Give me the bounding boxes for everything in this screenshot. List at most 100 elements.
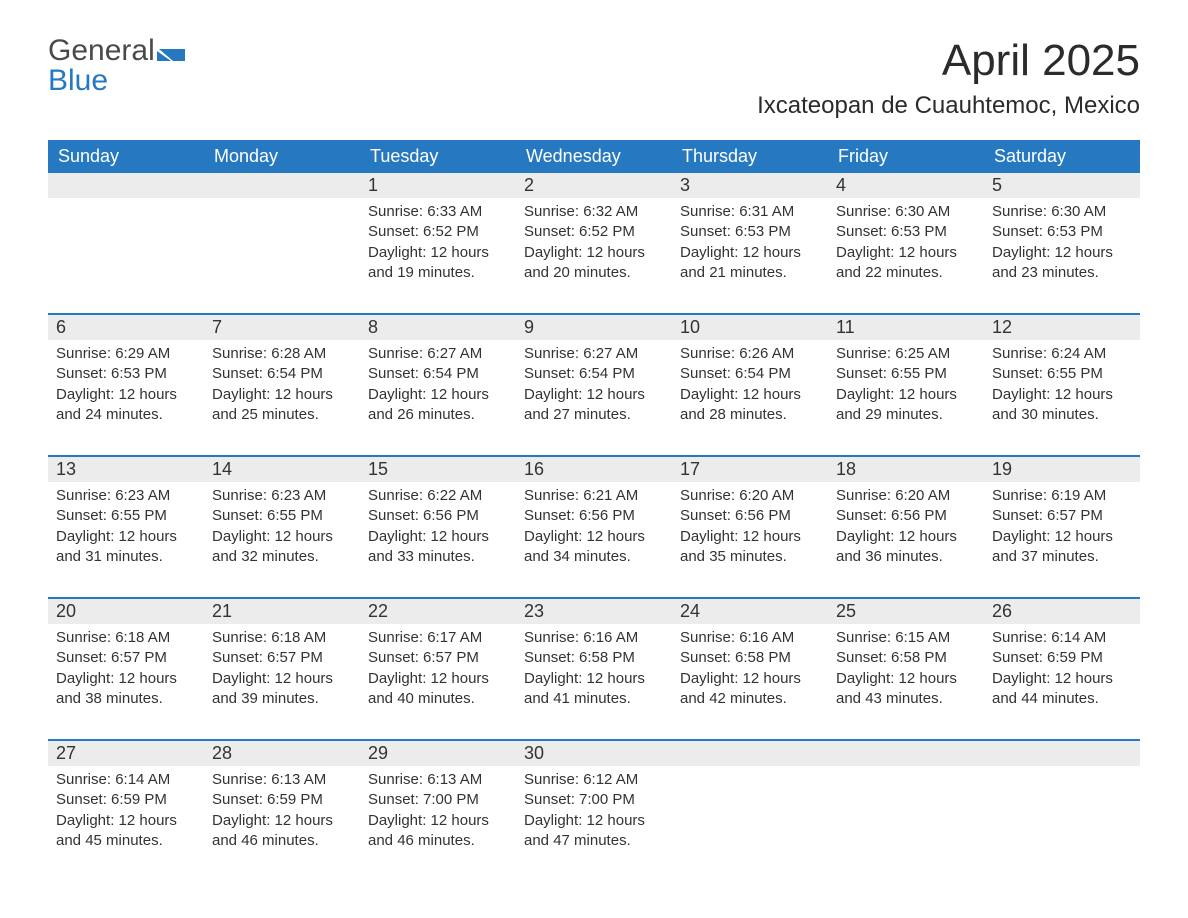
weekday-header: Sunday — [48, 140, 204, 173]
day-cell: Sunrise: 6:30 AMSunset: 6:53 PMDaylight:… — [828, 198, 984, 313]
daylight-line1: Daylight: 12 hours — [836, 385, 976, 405]
daylight-line2: and 22 minutes. — [836, 263, 976, 283]
daylight-line1: Daylight: 12 hours — [992, 669, 1132, 689]
sunset-text: Sunset: 6:58 PM — [524, 648, 664, 668]
sunset-text: Sunset: 6:53 PM — [56, 364, 196, 384]
day-cell: Sunrise: 6:24 AMSunset: 6:55 PMDaylight:… — [984, 340, 1140, 455]
day-cell: Sunrise: 6:27 AMSunset: 6:54 PMDaylight:… — [360, 340, 516, 455]
daylight-line2: and 21 minutes. — [680, 263, 820, 283]
daylight-line1: Daylight: 12 hours — [680, 385, 820, 405]
daylight-line2: and 42 minutes. — [680, 689, 820, 709]
weekday-header: Thursday — [672, 140, 828, 173]
daylight-line2: and 23 minutes. — [992, 263, 1132, 283]
day-cell: Sunrise: 6:14 AMSunset: 6:59 PMDaylight:… — [48, 766, 204, 881]
sunset-text: Sunset: 6:54 PM — [368, 364, 508, 384]
day-cell: Sunrise: 6:28 AMSunset: 6:54 PMDaylight:… — [204, 340, 360, 455]
header: General Blue April 2025 Ixcateopan de Cu… — [48, 36, 1140, 120]
day-number: 1 — [360, 173, 516, 198]
daylight-line1: Daylight: 12 hours — [524, 811, 664, 831]
sunset-text: Sunset: 6:53 PM — [992, 222, 1132, 242]
sunrise-text: Sunrise: 6:26 AM — [680, 344, 820, 364]
sunset-text: Sunset: 6:59 PM — [992, 648, 1132, 668]
day-number: 27 — [48, 741, 204, 766]
sunrise-text: Sunrise: 6:27 AM — [524, 344, 664, 364]
day-number: 3 — [672, 173, 828, 198]
sunset-text: Sunset: 6:54 PM — [524, 364, 664, 384]
sunrise-text: Sunrise: 6:18 AM — [212, 628, 352, 648]
day-cell: Sunrise: 6:18 AMSunset: 6:57 PMDaylight:… — [48, 624, 204, 739]
day-number: 14 — [204, 457, 360, 482]
daylight-line1: Daylight: 12 hours — [836, 527, 976, 547]
sunset-text: Sunset: 6:53 PM — [680, 222, 820, 242]
daylight-line2: and 39 minutes. — [212, 689, 352, 709]
day-cell: Sunrise: 6:20 AMSunset: 6:56 PMDaylight:… — [672, 482, 828, 597]
daylight-line1: Daylight: 12 hours — [56, 527, 196, 547]
day-number — [48, 173, 204, 198]
sunrise-text: Sunrise: 6:21 AM — [524, 486, 664, 506]
daylight-line2: and 43 minutes. — [836, 689, 976, 709]
day-number: 15 — [360, 457, 516, 482]
sunrise-text: Sunrise: 6:25 AM — [836, 344, 976, 364]
daylight-line1: Daylight: 12 hours — [212, 385, 352, 405]
weekday-header: Saturday — [984, 140, 1140, 173]
sunrise-text: Sunrise: 6:19 AM — [992, 486, 1132, 506]
sunset-text: Sunset: 6:57 PM — [368, 648, 508, 668]
daylight-line2: and 32 minutes. — [212, 547, 352, 567]
day-number: 25 — [828, 599, 984, 624]
day-number: 17 — [672, 457, 828, 482]
sunset-text: Sunset: 6:58 PM — [680, 648, 820, 668]
day-number: 20 — [48, 599, 204, 624]
sunrise-text: Sunrise: 6:20 AM — [836, 486, 976, 506]
daylight-line2: and 24 minutes. — [56, 405, 196, 425]
day-number — [672, 741, 828, 766]
weekday-header: Tuesday — [360, 140, 516, 173]
sunset-text: Sunset: 6:54 PM — [680, 364, 820, 384]
sunrise-text: Sunrise: 6:20 AM — [680, 486, 820, 506]
sunrise-text: Sunrise: 6:33 AM — [368, 202, 508, 222]
day-cell: Sunrise: 6:14 AMSunset: 6:59 PMDaylight:… — [984, 624, 1140, 739]
day-cell: Sunrise: 6:19 AMSunset: 6:57 PMDaylight:… — [984, 482, 1140, 597]
day-cell: Sunrise: 6:20 AMSunset: 6:56 PMDaylight:… — [828, 482, 984, 597]
day-number: 29 — [360, 741, 516, 766]
day-cell — [984, 766, 1140, 856]
daylight-line1: Daylight: 12 hours — [992, 243, 1132, 263]
daylight-line1: Daylight: 12 hours — [524, 669, 664, 689]
daylight-line2: and 29 minutes. — [836, 405, 976, 425]
daylight-line2: and 33 minutes. — [368, 547, 508, 567]
logo-text-blue: Blue — [48, 66, 185, 96]
day-number: 23 — [516, 599, 672, 624]
daylight-line2: and 47 minutes. — [524, 831, 664, 851]
daylight-line1: Daylight: 12 hours — [680, 243, 820, 263]
day-number: 2 — [516, 173, 672, 198]
sunset-text: Sunset: 6:53 PM — [836, 222, 976, 242]
daylight-line2: and 36 minutes. — [836, 547, 976, 567]
day-number: 5 — [984, 173, 1140, 198]
daylight-line2: and 26 minutes. — [368, 405, 508, 425]
daylight-line1: Daylight: 12 hours — [524, 385, 664, 405]
daylight-line2: and 27 minutes. — [524, 405, 664, 425]
daylight-line2: and 34 minutes. — [524, 547, 664, 567]
day-cell — [828, 766, 984, 856]
day-cell: Sunrise: 6:32 AMSunset: 6:52 PMDaylight:… — [516, 198, 672, 313]
day-number: 12 — [984, 315, 1140, 340]
sunset-text: Sunset: 6:56 PM — [524, 506, 664, 526]
sunset-text: Sunset: 7:00 PM — [368, 790, 508, 810]
sunset-text: Sunset: 6:56 PM — [836, 506, 976, 526]
sunrise-text: Sunrise: 6:27 AM — [368, 344, 508, 364]
daylight-line1: Daylight: 12 hours — [992, 385, 1132, 405]
day-number: 21 — [204, 599, 360, 624]
sunrise-text: Sunrise: 6:14 AM — [56, 770, 196, 790]
daylight-line1: Daylight: 12 hours — [212, 811, 352, 831]
calendar-header-row: SundayMondayTuesdayWednesdayThursdayFrid… — [48, 140, 1140, 173]
day-cell: Sunrise: 6:27 AMSunset: 6:54 PMDaylight:… — [516, 340, 672, 455]
day-cell: Sunrise: 6:17 AMSunset: 6:57 PMDaylight:… — [360, 624, 516, 739]
sunset-text: Sunset: 6:56 PM — [368, 506, 508, 526]
day-cell: Sunrise: 6:33 AMSunset: 6:52 PMDaylight:… — [360, 198, 516, 313]
page-title: April 2025 — [757, 36, 1140, 86]
sunset-text: Sunset: 6:54 PM — [212, 364, 352, 384]
day-number: 6 — [48, 315, 204, 340]
daylight-line2: and 41 minutes. — [524, 689, 664, 709]
daylight-line1: Daylight: 12 hours — [212, 527, 352, 547]
day-cell: Sunrise: 6:15 AMSunset: 6:58 PMDaylight:… — [828, 624, 984, 739]
daylight-line2: and 44 minutes. — [992, 689, 1132, 709]
